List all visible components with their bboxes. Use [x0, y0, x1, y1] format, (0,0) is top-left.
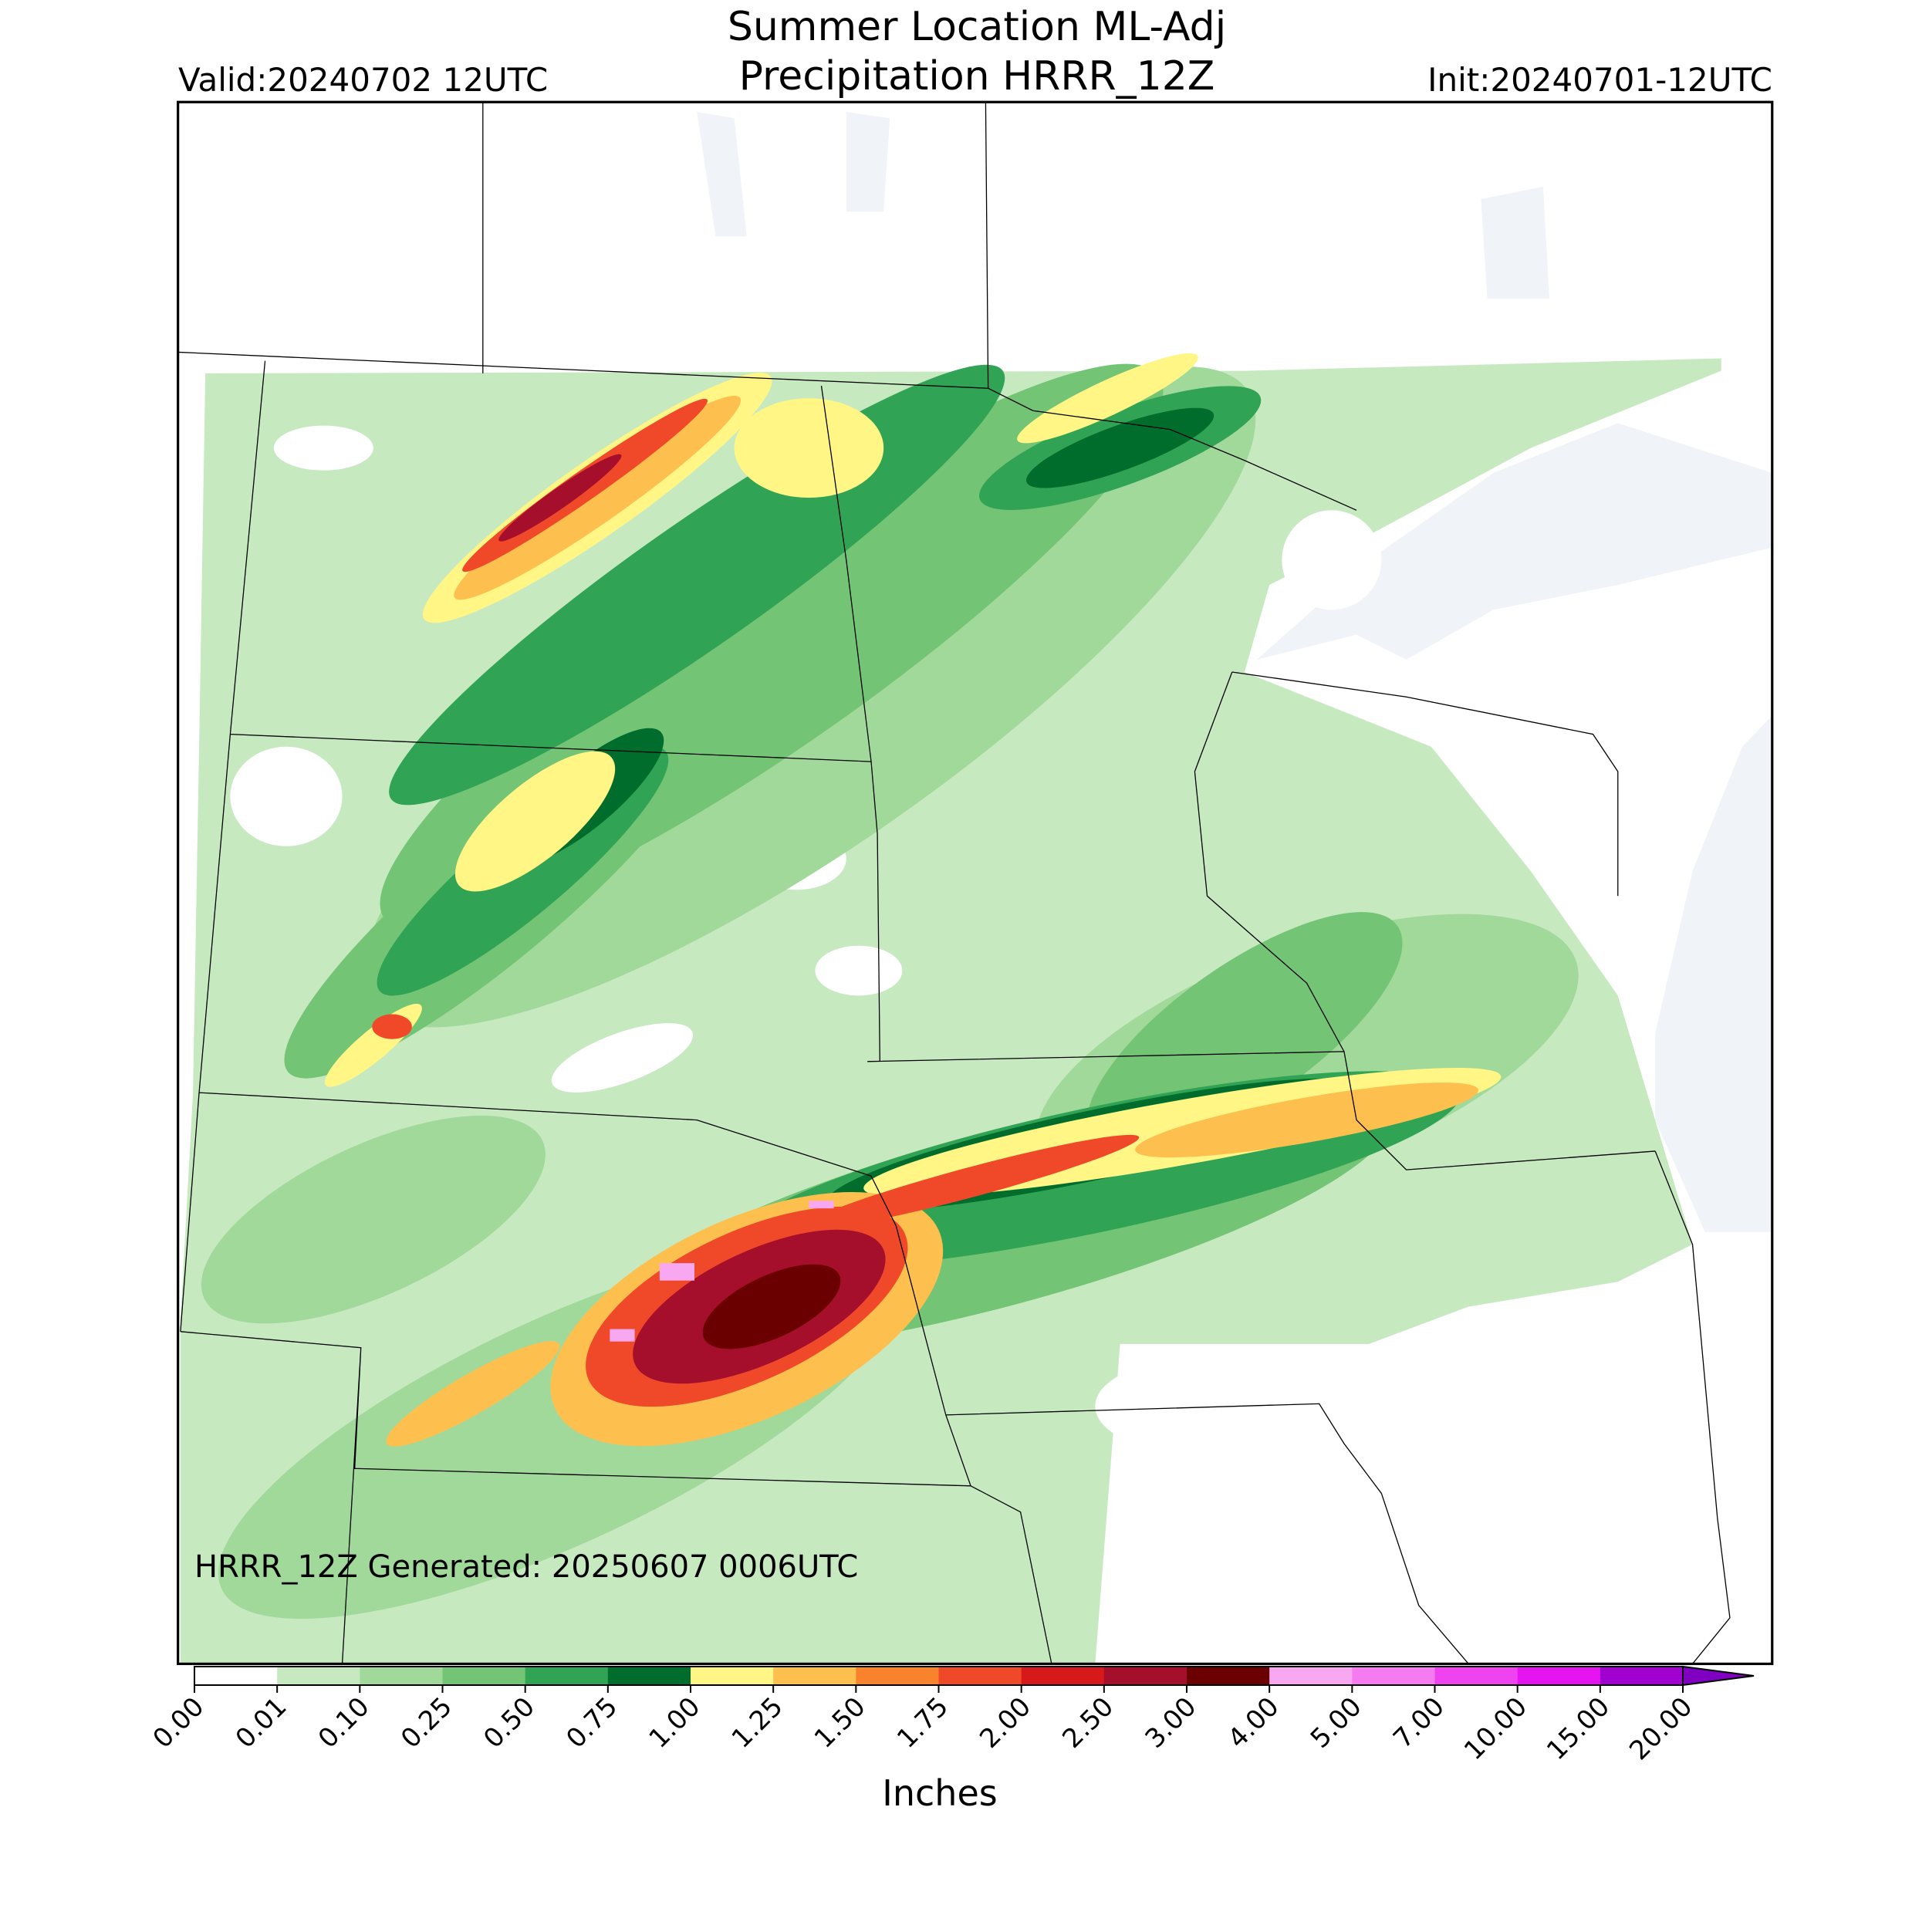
colorbar-tick-label: 3.00	[1140, 1691, 1203, 1755]
colorbar-tick-label: 0.10	[312, 1691, 376, 1755]
colorbar-segment	[691, 1667, 774, 1685]
title: Summer Location ML-Adj	[728, 4, 1226, 50]
colorbar-segment	[360, 1667, 443, 1685]
colorbar-segment	[277, 1667, 360, 1685]
subtitle: Precipitation HRRR_12Z	[739, 53, 1215, 100]
colorbar-segment	[1269, 1667, 1353, 1685]
init-time: Init:20240701-12UTC	[1427, 61, 1772, 99]
colorbar-tick-label: 15.00	[1541, 1691, 1616, 1766]
colorbar-tick-label: 0.25	[395, 1691, 458, 1755]
colorbar-tick-label: 1.00	[644, 1691, 707, 1755]
map	[177, 100, 1774, 1666]
colorbar-tick-label: 0.50	[478, 1691, 541, 1755]
colorbar-tick-label: 4.00	[1222, 1691, 1285, 1755]
colorbar-tick-label: 2.50	[1056, 1691, 1120, 1755]
colorbar-tick-label: 20.00	[1623, 1691, 1698, 1766]
colorbar: 0.00 0.01 0.10 0.25 0.50 0.75 1.00 1.25 1.50 1.75…	[147, 1665, 1755, 1766]
colorbar-segment	[194, 1667, 278, 1685]
generated-note: HRRR_12Z Generated: 20250607 0006UTC	[194, 1549, 858, 1585]
colorbar-segment	[1021, 1667, 1105, 1685]
colorbar-label: Inches	[882, 1772, 997, 1814]
valid-time: Valid:20240702 12UTC	[178, 61, 548, 99]
map-field	[177, 102, 1772, 1664]
colorbar-segment	[1517, 1667, 1601, 1685]
colorbar-tick-label: 7.00	[1387, 1691, 1451, 1755]
colorbar-segment	[1600, 1667, 1684, 1685]
colorbar-tick-label: 1.75	[891, 1691, 954, 1755]
colorbar-tick-label: 0.00	[147, 1691, 211, 1755]
colorbar-tick-label: 0.01	[230, 1691, 293, 1755]
colorbar-segment	[773, 1667, 856, 1685]
colorbar-segment	[607, 1667, 691, 1685]
colorbar-tick-label: 1.25	[726, 1691, 789, 1755]
colorbar-segment	[856, 1667, 939, 1685]
colorbar-tick-label: 2.00	[974, 1691, 1037, 1755]
colorbar-segment	[442, 1667, 526, 1685]
colorbar-segment	[525, 1667, 609, 1685]
colorbar-segment	[1103, 1667, 1187, 1685]
colorbar-extension	[1682, 1665, 1755, 1687]
colorbar-tick-label: 0.75	[560, 1691, 623, 1755]
colorbar-segment	[1434, 1667, 1519, 1685]
colorbar-segment	[938, 1667, 1022, 1685]
colorbar-tick-label: 1.50	[809, 1691, 872, 1755]
map-frame	[177, 100, 1774, 1666]
colorbar-tick-label: 5.00	[1305, 1691, 1368, 1755]
colorbar-segment	[1187, 1667, 1270, 1685]
colorbar-segment	[1352, 1667, 1435, 1685]
colorbar-tick-label: 10.00	[1458, 1691, 1533, 1766]
